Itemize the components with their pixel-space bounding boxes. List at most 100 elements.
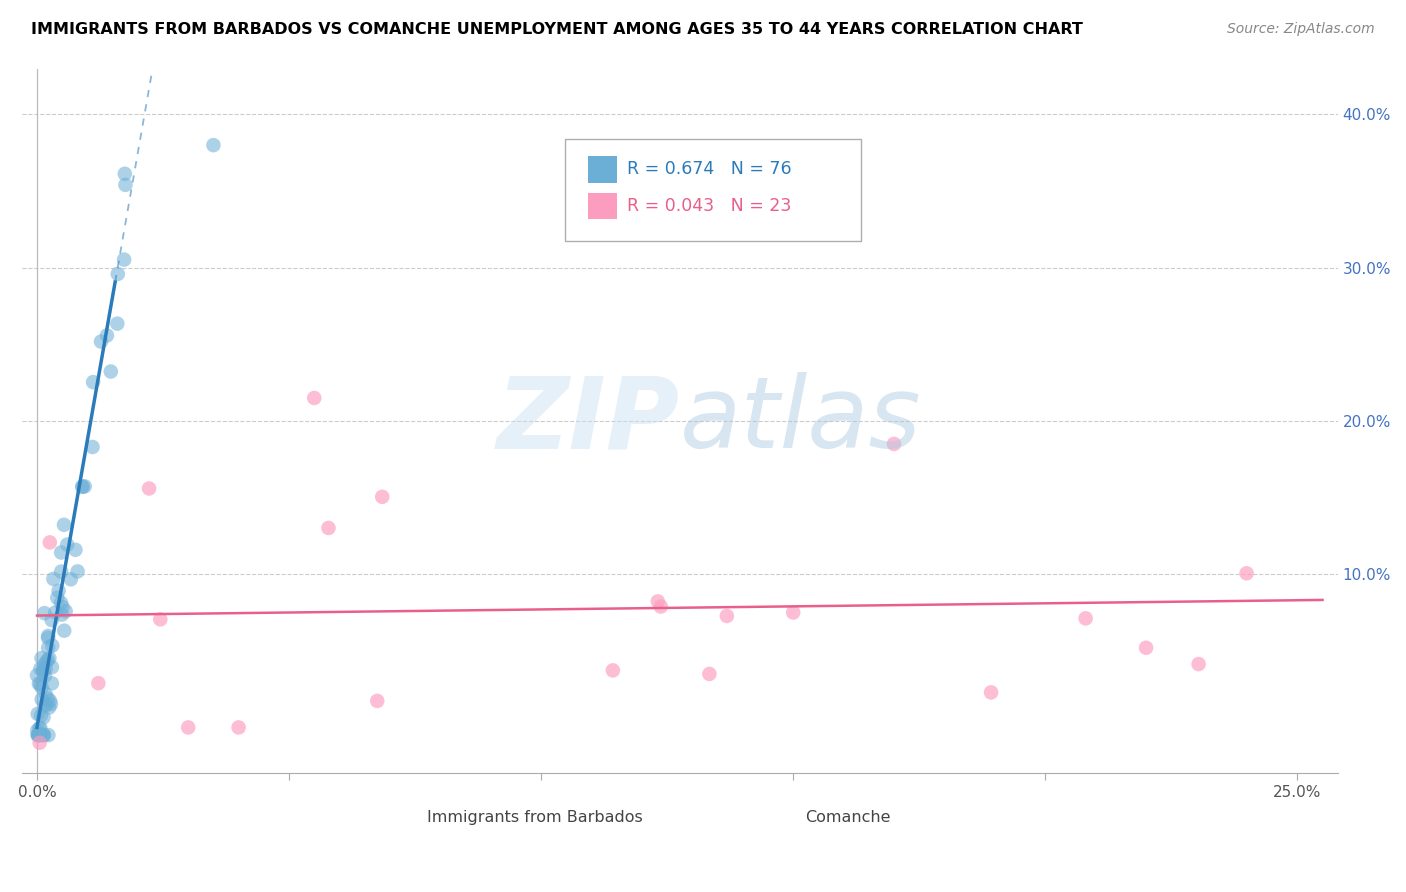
Point: [31, 651, 53, 665]
Text: Immigrants from Barbados: Immigrants from Barbados: [427, 810, 643, 824]
Point: [72, 480, 94, 494]
Text: IMMIGRANTS FROM BARBADOS VS COMANCHE UNEMPLOYMENT AMONG AGES 35 TO 44 YEARS CORR: IMMIGRANTS FROM BARBADOS VS COMANCHE UNE…: [31, 22, 1083, 37]
Point: [32, 658, 55, 673]
Point: [41, 613, 63, 627]
Point: [27, 728, 49, 742]
Point: [53, 624, 76, 638]
FancyBboxPatch shape: [565, 139, 862, 241]
Point: [114, 167, 136, 181]
Point: [38, 535, 60, 549]
Point: [55, 604, 77, 618]
Point: [46, 591, 69, 605]
Point: [105, 317, 128, 331]
Text: R = 0.043   N = 23: R = 0.043 N = 23: [627, 197, 792, 215]
Point: [35, 662, 58, 676]
Bar: [588, 156, 617, 183]
Point: [48, 583, 70, 598]
Point: [51, 607, 73, 622]
Point: [66, 565, 89, 579]
Point: [34, 687, 56, 701]
Point: [51, 565, 73, 579]
Point: [1135, 640, 1157, 655]
Point: [27, 728, 49, 742]
Point: [25, 668, 48, 682]
Point: [30, 728, 52, 742]
Text: Comanche: Comanche: [804, 810, 890, 824]
Point: [650, 599, 672, 614]
Point: [883, 437, 905, 451]
Point: [782, 606, 804, 620]
Point: [32, 728, 55, 742]
Point: [716, 609, 738, 624]
Point: [41, 676, 63, 690]
Point: [1236, 566, 1258, 581]
Point: [65, 542, 87, 557]
Point: [31, 728, 53, 742]
Point: [107, 267, 129, 281]
Point: [318, 521, 340, 535]
Point: [28, 676, 51, 690]
Point: [32, 664, 55, 678]
Point: [28, 728, 51, 742]
Point: [38, 700, 60, 714]
Point: [699, 667, 721, 681]
Point: [138, 482, 160, 496]
Point: [28, 722, 51, 736]
Point: [49, 596, 72, 610]
Point: [39, 694, 62, 708]
Point: [42, 572, 65, 586]
Bar: [765, 807, 794, 830]
Point: [39, 697, 62, 711]
Point: [30, 662, 52, 676]
Point: [366, 694, 388, 708]
Point: [114, 178, 136, 192]
Point: [1187, 657, 1209, 671]
Point: [37, 631, 59, 645]
Text: Source: ZipAtlas.com: Source: ZipAtlas.com: [1227, 22, 1375, 37]
Point: [149, 612, 172, 626]
Point: [980, 685, 1002, 699]
Point: [72, 479, 94, 493]
Point: [28, 736, 51, 750]
Point: [177, 720, 200, 734]
Point: [59, 572, 82, 586]
Point: [35, 655, 58, 669]
Point: [38, 651, 60, 665]
Point: [82, 375, 104, 389]
Point: [30, 677, 52, 691]
Point: [32, 663, 55, 677]
Text: R = 0.674   N = 76: R = 0.674 N = 76: [627, 161, 792, 178]
Point: [90, 334, 112, 349]
Point: [34, 669, 56, 683]
Point: [82, 440, 104, 454]
Point: [41, 660, 63, 674]
Point: [27, 706, 49, 721]
Point: [49, 545, 72, 559]
Point: [52, 600, 75, 615]
Point: [31, 692, 53, 706]
Point: [73, 479, 96, 493]
Point: [32, 710, 55, 724]
Point: [27, 728, 49, 742]
Bar: [588, 193, 617, 219]
Point: [56, 538, 79, 552]
Point: [228, 720, 250, 734]
Point: [87, 676, 110, 690]
Point: [304, 391, 326, 405]
Point: [28, 727, 51, 741]
Point: [35, 698, 58, 712]
Point: [44, 606, 66, 620]
Point: [202, 138, 225, 153]
Bar: [391, 807, 419, 830]
Point: [41, 639, 63, 653]
Point: [96, 328, 118, 343]
Point: [30, 720, 52, 734]
Point: [34, 606, 56, 620]
Point: [371, 490, 394, 504]
Point: [37, 728, 59, 742]
Point: [37, 691, 59, 706]
Point: [37, 640, 59, 655]
Point: [100, 365, 122, 379]
Text: ZIP: ZIP: [496, 373, 679, 469]
Point: [112, 252, 135, 267]
